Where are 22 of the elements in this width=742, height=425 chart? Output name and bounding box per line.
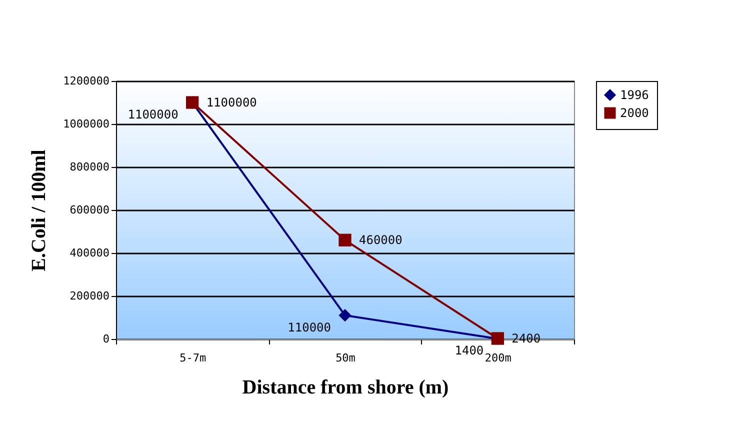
y-tick-label: 1200000 <box>63 74 110 88</box>
legend-label: 1996 <box>620 88 649 102</box>
x-tick-label: 200m <box>484 352 512 364</box>
y-tick-label: 800000 <box>70 160 110 174</box>
data-label: 460000 <box>359 233 402 248</box>
y-tick-label: 0 <box>102 332 110 346</box>
data-label: 2400 <box>512 331 541 346</box>
x-axis-title: Distance from shore (m) <box>242 376 449 398</box>
y-tick-label: 200000 <box>70 290 110 302</box>
x-tick-label: 50m <box>336 352 356 364</box>
data-label: 1100000 <box>206 96 257 110</box>
point <box>338 234 352 246</box>
legend-label: 2000 <box>620 106 649 120</box>
x-tick-label: 5-7m <box>180 352 206 364</box>
data-label: 1100000 <box>128 108 178 122</box>
y-tick-label: 600000 <box>70 204 110 216</box>
data-label: 1400 <box>454 344 484 358</box>
y-tick-label: 400000 <box>70 246 110 260</box>
point <box>338 309 352 322</box>
y-tick-label: 1000000 <box>63 118 110 130</box>
data-label: 110000 <box>288 320 331 334</box>
y-axis-title: E.Coli / 100ml <box>28 149 50 272</box>
